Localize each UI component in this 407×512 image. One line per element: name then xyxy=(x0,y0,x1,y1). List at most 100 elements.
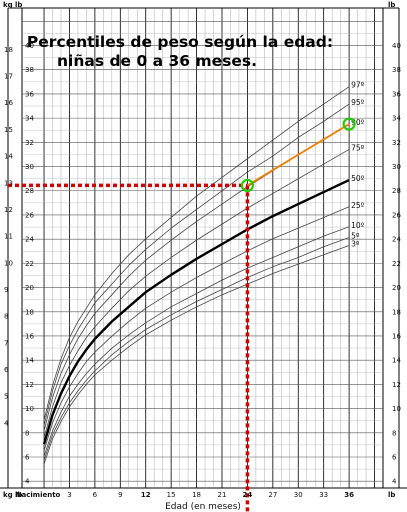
curve-50 xyxy=(42,179,350,445)
unit-label-lb-top: lb xyxy=(15,1,22,9)
lb-tick-label-right: 26 xyxy=(392,211,401,219)
point-marker-24 xyxy=(240,178,255,193)
lb-tick-label-left: 22 xyxy=(25,260,34,268)
highlight-layer xyxy=(8,117,356,512)
kg-tick-label: 7 xyxy=(4,339,8,347)
chart-title: Percentiles de peso según la edad: niñas… xyxy=(27,33,333,70)
kg-tick-label: 13 xyxy=(4,179,13,187)
lb-tick-label-left: 4 xyxy=(25,478,30,486)
lb-tick-label-right: 38 xyxy=(392,66,401,74)
unit-label-lb-top-right: lb xyxy=(388,1,395,9)
lb-tick-label-left: 18 xyxy=(25,308,34,316)
x-tick-label: 12 xyxy=(141,491,151,499)
unit-label-kg-top: kg xyxy=(3,1,13,9)
lb-tick-label-left: 32 xyxy=(25,139,34,147)
x-tick-label: 9 xyxy=(118,491,122,499)
x-tick-label: Nacimiento xyxy=(16,491,61,499)
x-tick-label: 24 xyxy=(243,491,253,499)
x-tick-label: 21 xyxy=(218,491,227,499)
lb-tick-label-right: 20 xyxy=(392,284,401,292)
curve-label-75: 75º xyxy=(351,143,365,152)
x-tick-label: 3 xyxy=(67,491,71,499)
lb-tick-label-right: 16 xyxy=(392,332,401,340)
lb-tick-label-left: 16 xyxy=(25,332,34,340)
curve-75 xyxy=(43,149,350,438)
x-tick-label: 30 xyxy=(294,491,303,499)
lb-tick-label-right: 4 xyxy=(392,478,397,486)
lb-tick-label-right: 32 xyxy=(392,139,401,147)
curve-label-90: 90º xyxy=(351,118,365,127)
kg-tick-label: 10 xyxy=(4,259,13,267)
lb-tick-label-right: 36 xyxy=(392,90,401,98)
lb-tick-label-right: 8 xyxy=(392,429,396,437)
chart-title-line-1: Percentiles de peso según la edad: xyxy=(27,33,333,51)
curve-label-50: 50º xyxy=(351,174,365,183)
lb-tick-label-right: 34 xyxy=(392,115,401,123)
lb-tick-label-left: 6 xyxy=(25,454,30,462)
curve-95 xyxy=(43,103,350,426)
kg-tick-label: 15 xyxy=(4,126,13,134)
curve-label-3: 3º xyxy=(351,239,360,248)
curve-label-10: 10º xyxy=(351,221,365,230)
lb-tick-label-left: 28 xyxy=(25,187,34,195)
plot-frame xyxy=(21,7,384,489)
projection-segment xyxy=(246,123,350,187)
kg-tick-label: 16 xyxy=(4,99,13,107)
lb-tick-label-left: 36 xyxy=(25,90,34,98)
lb-tick-label-right: 40 xyxy=(392,42,401,50)
lb-tick-label-left: 10 xyxy=(25,405,34,413)
x-axis-label: Edad (en meses) xyxy=(165,502,241,512)
kg-tick-label: 6 xyxy=(4,366,9,374)
lb-tick-label-left: 30 xyxy=(25,163,34,171)
chart-title-line-2: niñas de 0 a 36 meses. xyxy=(57,52,257,70)
curve-label-25: 25º xyxy=(351,201,365,210)
lb-tick-label-right: 28 xyxy=(392,187,401,195)
point-marker-36 xyxy=(342,117,356,131)
kg-tick-label: 4 xyxy=(4,419,9,427)
lb-tick-label-right: 12 xyxy=(392,381,401,389)
lb-tick-label-right: 10 xyxy=(392,405,401,413)
lb-tick-label-left: 38 xyxy=(25,66,34,74)
x-tick-label: 33 xyxy=(319,491,328,499)
x-tick-label: 27 xyxy=(268,491,277,499)
curve-97 xyxy=(43,86,350,421)
curve-3 xyxy=(43,245,350,465)
kg-tick-label: 12 xyxy=(4,206,13,214)
curve-25 xyxy=(43,206,350,452)
kg-tick-label: 17 xyxy=(4,73,13,81)
unit-label-kg-bottom: kg xyxy=(3,491,13,499)
kg-tick-label: 18 xyxy=(4,46,13,54)
lb-tick-label-left: 14 xyxy=(25,357,34,365)
curve-5 xyxy=(43,237,350,461)
lb-tick-label-right: 24 xyxy=(392,236,401,244)
lb-tick-label-right: 30 xyxy=(392,163,401,171)
curve-10 xyxy=(43,226,350,457)
kg-tick-label: 14 xyxy=(4,153,13,161)
lb-tick-label-left: 40 xyxy=(25,42,34,50)
lb-tick-label-left: 34 xyxy=(25,115,34,123)
lb-tick-label-right: 22 xyxy=(392,260,401,268)
unit-label-lb-bottom: lb xyxy=(15,491,22,499)
x-tick-label: 36 xyxy=(344,491,354,499)
lb-tick-label-left: 26 xyxy=(25,211,34,219)
x-tick-label: 18 xyxy=(192,491,201,499)
curve-label-95: 95º xyxy=(351,98,365,107)
grid-layer xyxy=(0,7,407,489)
kg-tick-label: 9 xyxy=(4,286,8,294)
unit-label-lb-bottom-right: lb xyxy=(388,491,395,499)
lb-tick-label-right: 6 xyxy=(392,454,397,462)
lb-tick-label-left: 8 xyxy=(25,429,29,437)
lb-tick-label-left: 20 xyxy=(25,284,34,292)
kg-tick-label: 11 xyxy=(4,233,13,241)
x-tick-label: 15 xyxy=(167,491,176,499)
kg-tick-label: 8 xyxy=(4,313,8,321)
lb-tick-label-left: 12 xyxy=(25,381,34,389)
curve-label-5: 5º xyxy=(351,231,360,240)
lb-tick-label-right: 18 xyxy=(392,308,401,316)
lb-tick-label-left: 24 xyxy=(25,236,34,244)
curve-label-97: 97º xyxy=(351,81,365,90)
lb-tick-label-right: 14 xyxy=(392,357,401,365)
